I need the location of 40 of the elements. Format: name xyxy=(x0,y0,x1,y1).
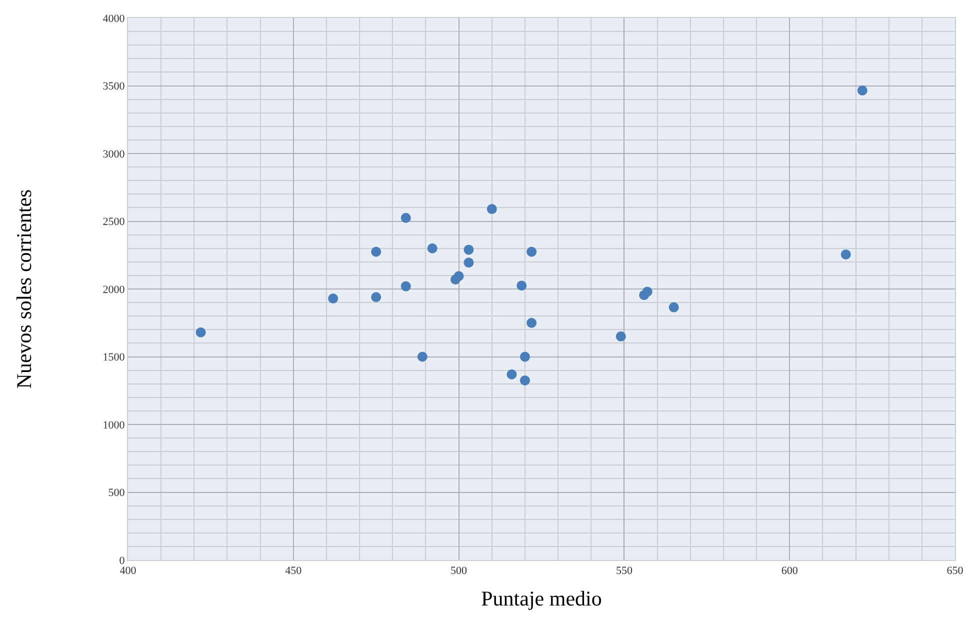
y-tick-label: 3000 xyxy=(102,148,126,160)
y-tick-label: 500 xyxy=(108,487,126,500)
point xyxy=(464,244,474,255)
y-tick-label: 1500 xyxy=(102,352,126,364)
point xyxy=(328,293,338,304)
point xyxy=(371,292,382,302)
point xyxy=(454,271,464,282)
point xyxy=(520,352,530,362)
point xyxy=(464,258,474,268)
point xyxy=(616,331,626,342)
point xyxy=(526,246,537,257)
point xyxy=(417,352,428,362)
point xyxy=(506,369,517,380)
x-tick-label: 450 xyxy=(285,565,302,578)
point xyxy=(516,280,527,291)
y-tick-label: 1000 xyxy=(102,419,126,432)
y-axis-title: Nuevos soles corrientes xyxy=(12,189,36,389)
point xyxy=(427,243,438,254)
point xyxy=(486,204,497,214)
y-tick-label: 0 xyxy=(119,554,126,567)
point xyxy=(668,302,679,312)
point xyxy=(371,246,382,257)
point xyxy=(400,212,411,223)
point xyxy=(196,327,206,338)
point xyxy=(520,375,530,386)
point xyxy=(526,318,537,328)
x-tick-label: 400 xyxy=(120,565,137,578)
y-tick-label: 2000 xyxy=(102,284,126,296)
point xyxy=(400,281,411,292)
x-tick-label: 550 xyxy=(616,565,633,578)
x-tick-label: 600 xyxy=(781,565,798,578)
y-tick-label: 4000 xyxy=(102,12,126,25)
point xyxy=(642,286,652,297)
x-tick-label: 500 xyxy=(450,565,468,578)
y-tick-label: 2500 xyxy=(102,216,126,228)
y-tick-label: 3500 xyxy=(102,80,126,93)
x-axis-title: Puntaje medio xyxy=(481,586,602,610)
point xyxy=(857,85,868,96)
x-tick-label: 650 xyxy=(946,565,964,578)
point xyxy=(840,249,851,260)
